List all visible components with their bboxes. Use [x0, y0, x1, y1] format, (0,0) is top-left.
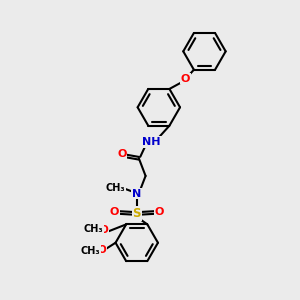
- Text: N: N: [132, 189, 141, 199]
- Text: O: O: [110, 207, 119, 218]
- Text: O: O: [181, 74, 190, 84]
- Text: CH₃: CH₃: [105, 183, 125, 193]
- Text: NH: NH: [142, 137, 161, 147]
- Text: O: O: [155, 207, 164, 218]
- Text: CH₃: CH₃: [83, 224, 103, 234]
- Text: O: O: [97, 244, 106, 254]
- Text: S: S: [133, 207, 141, 220]
- Text: O: O: [100, 225, 109, 235]
- Text: CH₃: CH₃: [80, 246, 100, 256]
- Text: O: O: [117, 149, 127, 159]
